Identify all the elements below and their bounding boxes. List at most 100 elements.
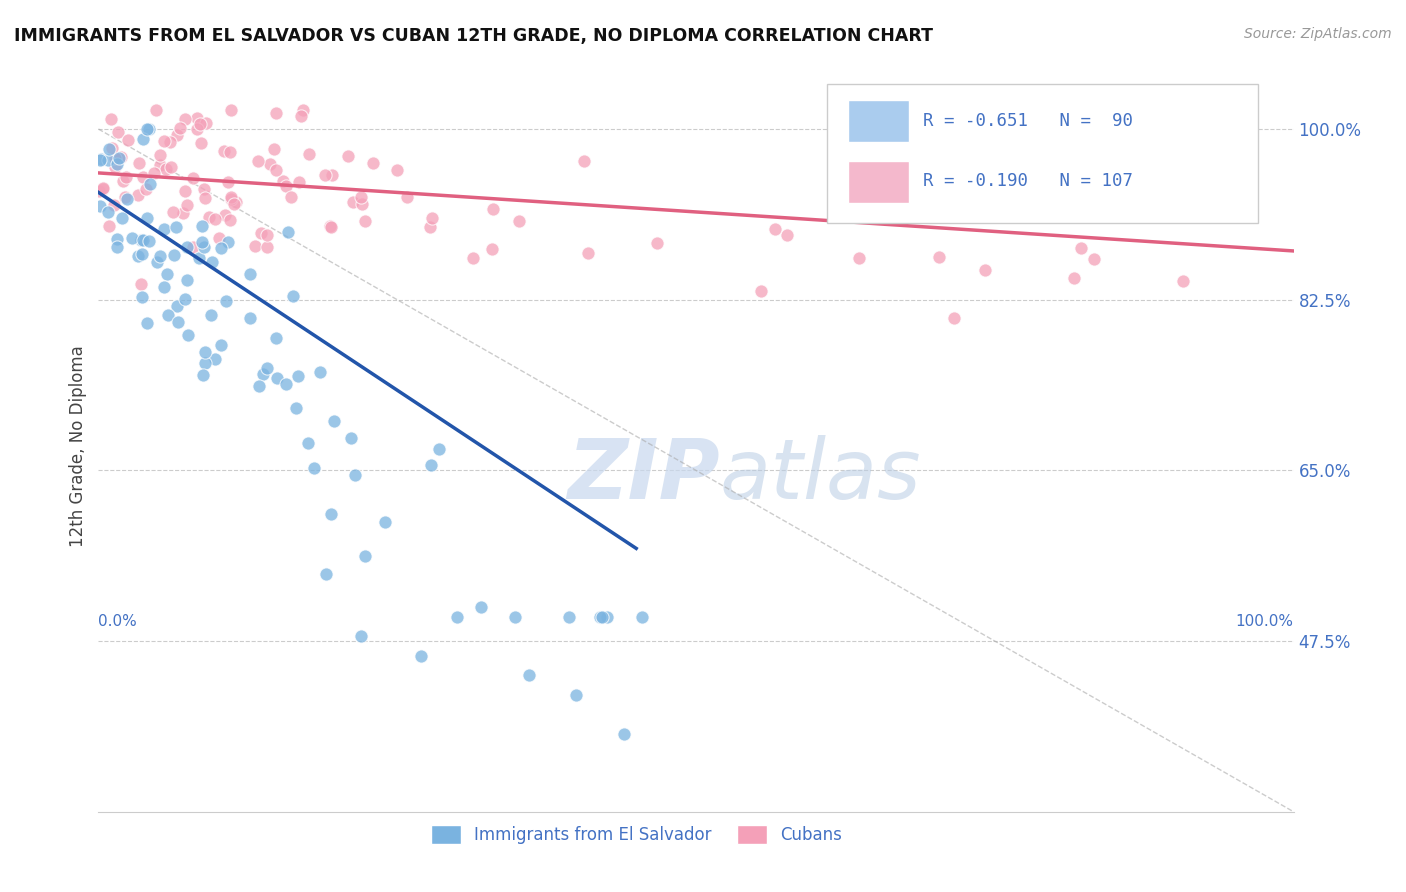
- Point: [517, 668, 540, 682]
- Point: [136, 122, 159, 136]
- Point: [277, 225, 299, 239]
- Y-axis label: 12th Grade, No Diploma: 12th Grade, No Diploma: [69, 345, 87, 547]
- Point: [105, 239, 128, 253]
- Point: [943, 310, 966, 325]
- Point: [153, 280, 176, 294]
- Point: [131, 290, 153, 304]
- Point: [156, 267, 179, 281]
- Point: [276, 377, 298, 392]
- Point: [264, 106, 287, 120]
- Point: [591, 609, 613, 624]
- Point: [1173, 274, 1195, 288]
- Point: [152, 135, 174, 149]
- Point: [264, 163, 287, 178]
- Point: [181, 171, 204, 186]
- Point: [138, 234, 160, 248]
- Point: [127, 249, 149, 263]
- Point: [191, 235, 214, 249]
- Point: [190, 136, 212, 150]
- Point: [131, 277, 153, 292]
- Point: [973, 263, 995, 277]
- Point: [103, 197, 125, 211]
- Point: [187, 252, 209, 266]
- Point: [112, 174, 135, 188]
- Point: [219, 145, 242, 159]
- Text: R = -0.651   N =  90: R = -0.651 N = 90: [922, 112, 1133, 129]
- Point: [149, 158, 172, 172]
- Point: [589, 609, 612, 624]
- Point: [470, 599, 492, 614]
- Point: [132, 131, 155, 145]
- Point: [576, 246, 599, 260]
- Point: [353, 214, 375, 228]
- Point: [193, 240, 215, 254]
- Point: [153, 222, 176, 236]
- Text: Source: ZipAtlas.com: Source: ZipAtlas.com: [1244, 27, 1392, 41]
- Point: [281, 289, 304, 303]
- Point: [195, 116, 218, 130]
- Point: [353, 549, 375, 563]
- Point: [104, 151, 127, 165]
- Point: [98, 219, 121, 234]
- Point: [446, 609, 468, 624]
- Point: [198, 210, 221, 224]
- Point: [91, 181, 114, 195]
- Point: [259, 156, 281, 170]
- Point: [219, 189, 242, 203]
- Point: [176, 198, 198, 212]
- Point: [252, 367, 274, 381]
- Point: [157, 308, 180, 322]
- Point: [204, 212, 226, 227]
- Point: [302, 461, 325, 475]
- Point: [256, 361, 278, 376]
- Point: [172, 206, 194, 220]
- Point: [136, 316, 159, 330]
- Point: [97, 205, 120, 219]
- Point: [319, 507, 342, 521]
- Point: [297, 436, 319, 450]
- Point: [239, 268, 262, 282]
- Point: [287, 369, 309, 384]
- Point: [167, 316, 190, 330]
- Point: [420, 211, 443, 225]
- Point: [595, 609, 617, 624]
- Point: [169, 120, 191, 135]
- Point: [159, 135, 181, 149]
- Point: [135, 182, 157, 196]
- Point: [89, 184, 111, 198]
- Point: [374, 515, 396, 529]
- Point: [274, 178, 297, 193]
- Point: [343, 468, 366, 483]
- Point: [90, 152, 112, 166]
- Point: [163, 248, 186, 262]
- Point: [97, 153, 120, 167]
- Point: [217, 175, 239, 189]
- Point: [186, 112, 208, 126]
- Point: [350, 189, 373, 203]
- Text: IMMIGRANTS FROM EL SALVADOR VS CUBAN 12TH GRADE, NO DIPLOMA CORRELATION CHART: IMMIGRANTS FROM EL SALVADOR VS CUBAN 12T…: [14, 27, 934, 45]
- Point: [194, 344, 217, 359]
- Point: [298, 147, 321, 161]
- Point: [212, 144, 235, 158]
- Point: [97, 142, 120, 156]
- Point: [427, 442, 450, 456]
- Point: [239, 310, 262, 325]
- Point: [280, 189, 302, 203]
- Point: [117, 192, 139, 206]
- Point: [342, 195, 364, 210]
- Text: 100.0%: 100.0%: [1236, 615, 1294, 629]
- Point: [481, 242, 503, 256]
- Point: [129, 233, 152, 247]
- Point: [928, 250, 950, 264]
- Point: [266, 371, 288, 385]
- Point: [287, 175, 309, 189]
- Point: [162, 205, 184, 219]
- Point: [155, 162, 177, 177]
- Point: [315, 566, 337, 581]
- Point: [243, 238, 266, 252]
- Point: [201, 254, 224, 268]
- Point: [396, 190, 419, 204]
- Point: [558, 609, 581, 624]
- Point: [209, 337, 232, 351]
- Text: atlas: atlas: [720, 434, 921, 516]
